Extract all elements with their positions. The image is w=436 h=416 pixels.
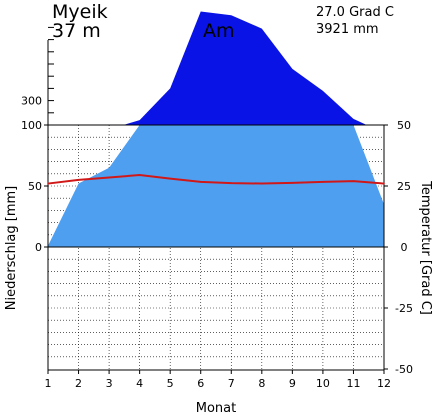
x-tick-label: 9 <box>289 377 296 390</box>
x-tick-label: 1 <box>45 377 52 390</box>
left-tick-label: 300 <box>21 95 42 108</box>
mean-temperature: 27.0 Grad C <box>316 5 394 20</box>
temperature-point <box>108 176 110 179</box>
x-tick-label: 11 <box>346 377 360 390</box>
station-name: Myeik <box>52 1 108 23</box>
left-tick-label: 50 <box>28 180 42 193</box>
temperature-point <box>352 180 355 182</box>
x-tick-label: 6 <box>197 377 204 390</box>
temperature-point <box>261 182 263 185</box>
station-elevation: 37 m <box>52 20 101 42</box>
right-tick-label: 0 <box>401 241 408 254</box>
temperature-line <box>47 174 385 185</box>
x-tick-label: 5 <box>167 377 174 390</box>
x-tick-label: 12 <box>377 377 391 390</box>
left-tick-label: 100 <box>21 119 42 132</box>
right-tick-label: -25 <box>395 302 413 315</box>
temperature-point <box>291 182 294 184</box>
x-tick-label: 4 <box>136 377 143 390</box>
precipitation-high-area <box>123 11 367 125</box>
right-tick-label: -50 <box>395 363 413 376</box>
temperature-point <box>138 174 141 176</box>
x-tick-label: 3 <box>106 377 113 390</box>
right-tick-label: 50 <box>397 119 411 132</box>
x-tick-label: 7 <box>228 377 235 390</box>
temperature-point <box>47 182 49 185</box>
climate-class: Am <box>203 20 235 42</box>
x-tick-label: 10 <box>316 377 330 390</box>
annual-precipitation: 3921 mm <box>316 22 379 37</box>
temperature-point <box>169 177 171 180</box>
x-tick-label: 8 <box>258 377 265 390</box>
temperature-point <box>230 182 233 184</box>
x-tick-label: 2 <box>75 377 82 390</box>
left-axis-title: Niederschlag [mm] <box>4 186 19 311</box>
left-tick-label: 0 <box>35 241 42 254</box>
temperature-point <box>383 182 385 185</box>
temperature-point <box>77 179 80 181</box>
x-axis-title: Monat <box>196 401 236 416</box>
precipitation-area <box>48 125 384 247</box>
temperature-point <box>199 181 202 183</box>
right-tick-label: 25 <box>397 180 411 193</box>
right-axis-title: Temperatur [Grad C] <box>418 180 433 315</box>
temperature-point <box>322 181 324 183</box>
